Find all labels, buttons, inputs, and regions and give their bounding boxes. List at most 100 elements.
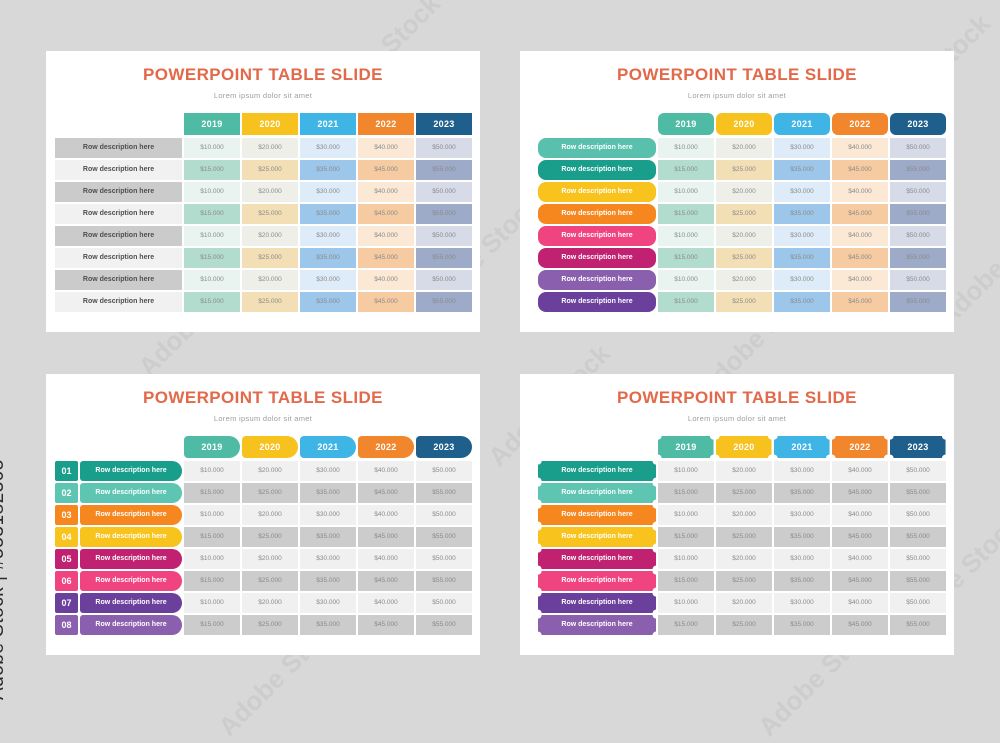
value-cell: $50.000 (890, 505, 946, 525)
value-cell: $50.000 (890, 270, 946, 290)
value-cell: $25.000 (716, 483, 772, 503)
row-label: Row description here (80, 615, 182, 635)
pricing-table: 2019 2020 2021 2022 2023 Row description here… (529, 113, 946, 314)
table-row: 08 Row description here $15.000 $25.000 $35.… (55, 615, 472, 635)
year-header-2022: 2022 (832, 436, 888, 458)
value-cell: $45.000 (358, 204, 414, 224)
value-cell: $25.000 (716, 204, 772, 224)
value-cell: $30.000 (774, 270, 830, 290)
value-cell: $45.000 (358, 483, 414, 503)
value-cell: $10.000 (184, 182, 240, 202)
value-cell: $55.000 (890, 615, 946, 635)
value-cell: $50.000 (890, 461, 946, 481)
value-cell: $55.000 (416, 527, 472, 547)
value-cell: $40.000 (832, 549, 888, 569)
value-cell: $25.000 (716, 292, 772, 312)
value-cell: $45.000 (832, 292, 888, 312)
row-label: Row description here (538, 182, 656, 202)
year-header-2020: 2020 (716, 436, 772, 458)
value-cell: $15.000 (658, 248, 714, 268)
value-cell: $20.000 (242, 593, 298, 613)
value-cell: $10.000 (184, 593, 240, 613)
table-row: Row description here $15.000 $25.000 $35.00… (55, 204, 472, 224)
value-cell: $45.000 (358, 292, 414, 312)
value-cell: $10.000 (658, 226, 714, 246)
value-cell: $15.000 (184, 204, 240, 224)
year-header-2021: 2021 (774, 113, 830, 135)
value-cell: $25.000 (242, 248, 298, 268)
value-cell: $10.000 (184, 505, 240, 525)
table-row: Row description here $15.000 $25.000 $35.00… (529, 483, 946, 503)
value-cell: $45.000 (832, 248, 888, 268)
row-number-badge: 05 (55, 549, 78, 569)
value-cell: $30.000 (300, 270, 356, 290)
table-row: Row description here $10.000 $20.000 $30.00… (529, 138, 946, 158)
value-cell: $50.000 (416, 226, 472, 246)
value-cell: $55.000 (416, 615, 472, 635)
value-cell: $30.000 (774, 182, 830, 202)
slide-subtitle: Lorem ipsum dolor sit amet (687, 414, 787, 423)
year-header-2023: 2023 (890, 436, 946, 458)
value-cell: $30.000 (774, 505, 830, 525)
slide-title: POWERPOINT TABLE SLIDE (617, 388, 857, 407)
value-cell: $35.000 (300, 160, 356, 180)
value-cell: $25.000 (242, 292, 298, 312)
year-header-2022: 2022 (358, 113, 414, 135)
table-row: Row description here $10.000 $20.000 $30.00… (55, 270, 472, 290)
value-cell: $15.000 (184, 248, 240, 268)
value-cell: $25.000 (242, 160, 298, 180)
value-cell: $25.000 (242, 527, 298, 547)
table-row: Row description here $15.000 $25.000 $35.00… (529, 248, 946, 268)
value-cell: $55.000 (890, 527, 946, 547)
table-row: Row description here $10.000 $20.000 $30.00… (55, 138, 472, 158)
table-row: Row description here $15.000 $25.000 $35.00… (55, 248, 472, 268)
value-cell: $40.000 (358, 505, 414, 525)
value-cell: $40.000 (358, 549, 414, 569)
value-cell: $50.000 (416, 270, 472, 290)
value-cell: $20.000 (716, 461, 772, 481)
row-label: Row description here (80, 461, 182, 481)
value-cell: $50.000 (416, 182, 472, 202)
value-cell: $55.000 (416, 571, 472, 591)
value-cell: $35.000 (774, 615, 830, 635)
table-row: Row description here $10.000 $20.000 $30.00… (529, 549, 946, 569)
value-cell: $20.000 (242, 182, 298, 202)
value-cell: $55.000 (890, 571, 946, 591)
value-cell: $15.000 (658, 615, 714, 635)
value-cell: $40.000 (358, 138, 414, 158)
row-number-badge: 06 (55, 571, 78, 591)
value-cell: $50.000 (890, 182, 946, 202)
value-cell: $15.000 (658, 204, 714, 224)
year-header-2019: 2019 (184, 436, 240, 458)
row-label: Row description here (55, 138, 182, 158)
row-label: Row description here (55, 204, 182, 224)
year-header-2021: 2021 (300, 436, 356, 458)
table-row: 07 Row description here $10.000 $20.000 $30.… (55, 593, 472, 613)
year-header-2023: 2023 (416, 113, 472, 135)
value-cell: $25.000 (716, 571, 772, 591)
table-header-row: 2019 2020 2021 2022 2023 (529, 436, 946, 458)
value-cell: $10.000 (658, 461, 714, 481)
row-label: Row description here (538, 505, 656, 525)
value-cell: $20.000 (716, 549, 772, 569)
row-label: Row description here (538, 571, 656, 591)
value-cell: $20.000 (242, 549, 298, 569)
header-spacer (55, 436, 182, 458)
value-cell: $25.000 (242, 615, 298, 635)
row-label: Row description here (538, 549, 656, 569)
value-cell: $50.000 (890, 593, 946, 613)
year-header-2020: 2020 (716, 113, 772, 135)
row-number-badge: 08 (55, 615, 78, 635)
value-cell: $45.000 (358, 248, 414, 268)
value-cell: $40.000 (358, 593, 414, 613)
value-cell: $40.000 (358, 270, 414, 290)
value-cell: $35.000 (300, 248, 356, 268)
value-cell: $40.000 (358, 226, 414, 246)
value-cell: $25.000 (716, 615, 772, 635)
value-cell: $20.000 (716, 226, 772, 246)
value-cell: $30.000 (300, 226, 356, 246)
value-cell: $30.000 (774, 593, 830, 613)
slide-title: POWERPOINT TABLE SLIDE (617, 65, 857, 84)
row-label: Row description here (538, 138, 656, 158)
